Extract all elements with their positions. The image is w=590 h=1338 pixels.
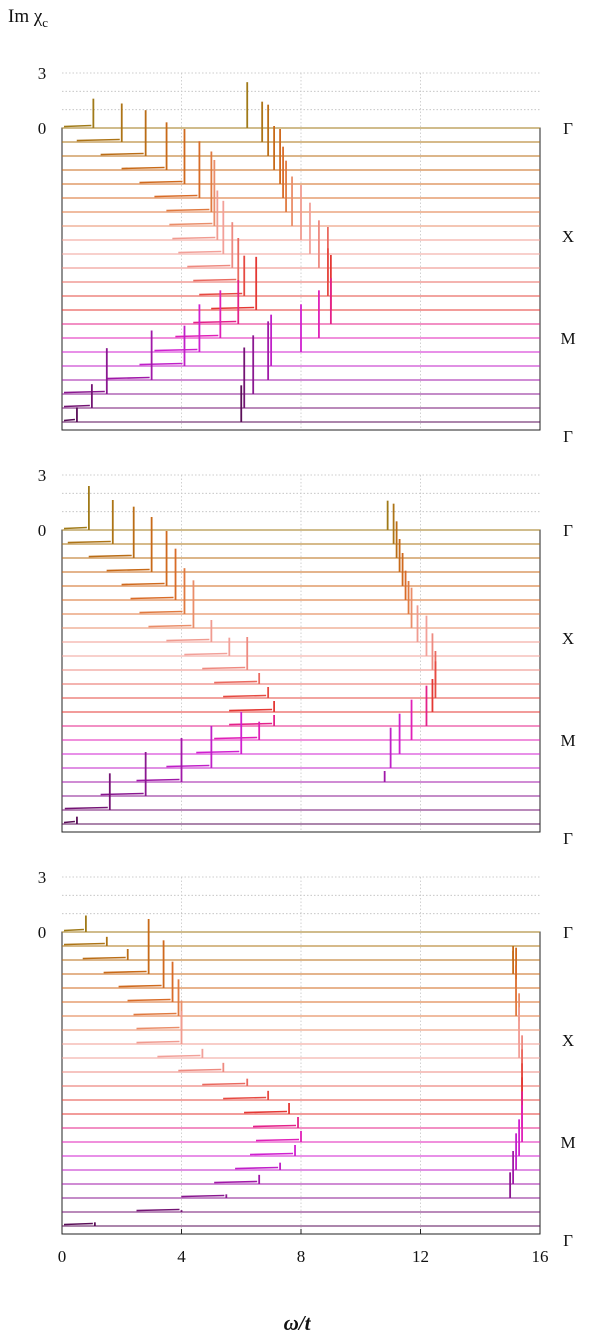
series-continuum xyxy=(127,998,171,1002)
series-continuum xyxy=(178,1068,222,1072)
series-continuum xyxy=(235,1166,279,1170)
series-continuum xyxy=(211,306,255,310)
series-continuum xyxy=(139,180,183,184)
series-continuum xyxy=(166,764,210,768)
series-continuum xyxy=(63,942,105,946)
series-continuum xyxy=(136,778,180,782)
series-continuum xyxy=(121,166,165,170)
series-continuum xyxy=(88,554,132,558)
path-label-X: X xyxy=(562,227,574,246)
path-label-Gamma: Γ xyxy=(563,829,573,848)
series-continuum xyxy=(166,208,210,212)
y-tick-label-0: 0 xyxy=(38,521,47,540)
series-continuum xyxy=(172,236,216,240)
series-continuum xyxy=(63,1222,93,1226)
series-continuum xyxy=(63,418,76,422)
y-tick-label-3: 3 xyxy=(38,868,47,887)
y-tick-label-3: 3 xyxy=(38,64,47,83)
series-continuum xyxy=(181,1194,225,1198)
panel-top: 3 0 Γ X M Γ xyxy=(38,64,576,446)
path-label-Gamma: Γ xyxy=(563,1231,573,1250)
y-tick-label-3: 3 xyxy=(38,466,47,485)
series-continuum xyxy=(136,1208,180,1212)
path-label-Gamma: Γ xyxy=(563,923,573,942)
series-continuum xyxy=(202,1082,246,1086)
series-continuum xyxy=(100,792,144,796)
series-continuum xyxy=(148,624,192,628)
path-label-Gamma: Γ xyxy=(563,427,573,446)
series-continuum xyxy=(106,376,150,380)
series-continuum xyxy=(166,638,210,642)
series-continuum xyxy=(63,526,87,530)
series-continuum xyxy=(252,1124,297,1128)
series-continuum xyxy=(63,928,84,932)
series-continuum xyxy=(63,124,92,128)
series-continuum xyxy=(229,722,273,726)
series-continuum xyxy=(250,1152,294,1156)
series-continuum xyxy=(157,1054,201,1058)
series-continuum xyxy=(130,596,174,600)
path-label-X: X xyxy=(562,629,574,648)
path-label-M: M xyxy=(560,329,575,348)
series-continuum xyxy=(214,736,258,740)
panels-group: 3 0 Γ X M Γ 3 0 Γ X M Γ 3 0 Γ X M Γ xyxy=(38,64,576,1250)
x-axis-label: ω/t xyxy=(284,1311,312,1335)
y-tick-label-0: 0 xyxy=(38,923,47,942)
series-continuum xyxy=(255,1138,300,1142)
y-axis-label: Im χc xyxy=(8,6,48,30)
series-continuum xyxy=(121,582,165,586)
series-continuum xyxy=(154,194,198,198)
series-continuum xyxy=(175,334,219,338)
x-tick-label: 0 xyxy=(58,1247,67,1266)
series-continuum xyxy=(64,806,108,810)
x-tick-label: 4 xyxy=(177,1247,186,1266)
path-label-M: M xyxy=(560,1133,575,1152)
path-label-X: X xyxy=(562,1031,574,1050)
series-continuum xyxy=(184,652,228,656)
series-continuum xyxy=(214,1180,258,1184)
series-continuum xyxy=(187,264,231,268)
series-continuum xyxy=(63,404,90,408)
series-continuum xyxy=(63,390,105,394)
series-continuum xyxy=(63,820,76,824)
series-continuum xyxy=(118,984,162,988)
series-continuum xyxy=(139,610,183,614)
panel-middle: 3 0 Γ X M Γ xyxy=(38,466,576,848)
series-continuum xyxy=(196,750,240,754)
series-continuum xyxy=(229,708,273,712)
series-continuum xyxy=(193,278,237,282)
series-continuum xyxy=(67,540,111,544)
series-continuum xyxy=(169,222,213,226)
x-tick-label: 8 xyxy=(297,1247,306,1266)
series-continuum xyxy=(136,1040,180,1044)
series-continuum xyxy=(214,680,258,684)
series-continuum xyxy=(154,348,198,352)
series-continuum xyxy=(103,970,147,974)
path-label-Gamma: Γ xyxy=(563,119,573,138)
series-continuum xyxy=(100,152,144,156)
x-tick-label: 12 xyxy=(412,1247,429,1266)
series-continuum xyxy=(139,362,183,366)
series-continuum xyxy=(178,250,222,254)
x-axis: 0 4 8 12 16 xyxy=(58,1229,549,1266)
path-label-Gamma: Γ xyxy=(563,521,573,540)
path-label-M: M xyxy=(560,731,575,750)
series-continuum xyxy=(106,568,150,572)
y-tick-label-0: 0 xyxy=(38,119,47,138)
series-continuum xyxy=(136,1026,180,1030)
x-tick-label: 16 xyxy=(532,1247,549,1266)
series-continuum xyxy=(82,956,126,960)
series-continuum xyxy=(202,666,246,670)
series-continuum xyxy=(244,1110,288,1114)
series-continuum xyxy=(223,694,267,698)
series-continuum xyxy=(223,1096,267,1100)
panel-bottom: 3 0 Γ X M Γ xyxy=(38,868,576,1250)
series-continuum xyxy=(133,1012,177,1016)
series-continuum xyxy=(76,138,120,142)
series-continuum xyxy=(193,320,237,324)
